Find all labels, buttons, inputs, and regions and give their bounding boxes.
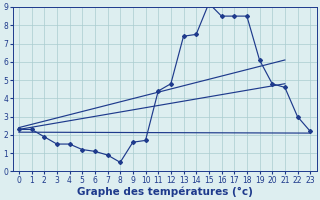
X-axis label: Graphe des températures (°c): Graphe des températures (°c) xyxy=(76,186,252,197)
